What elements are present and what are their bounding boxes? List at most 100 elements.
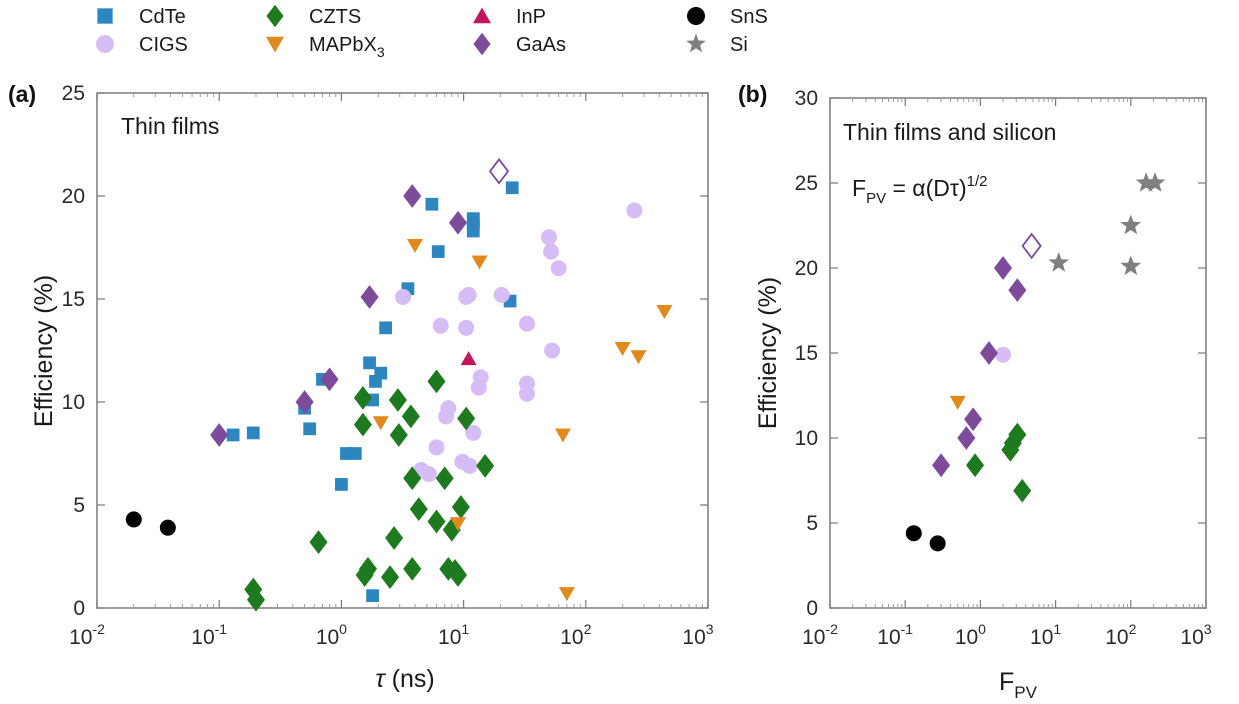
panel-a-point-czts: [457, 406, 476, 431]
panel-a-point-czts: [403, 556, 422, 581]
panel-a-axes: 10-2 10-1 100 101 102 103 0 5 10 15 20 25: [62, 82, 714, 649]
panel-b-point-gaas-open: [1021, 232, 1042, 260]
panel-a-point-gaas: [360, 285, 379, 309]
panel-b-point-gaas: [964, 407, 983, 432]
legend-label-cigs: CIGS: [139, 34, 188, 56]
panel-a-point-czts: [427, 509, 446, 534]
panel-a-point-cigs: [432, 317, 449, 334]
legend-marker-czts: [266, 4, 284, 28]
panel-a-y-tick-label: 20: [62, 185, 85, 208]
panel-a-point-cigs: [395, 288, 412, 305]
panel-a-point-cdte: [425, 197, 439, 211]
legend-label-cdte: CdTe: [139, 6, 186, 28]
legend-label-mapbx: MAPbX3: [309, 34, 385, 60]
panel-a-y-tick-label: 10: [62, 391, 85, 414]
panel-a-point-cigs: [428, 439, 445, 456]
panel-a-point-cdte: [246, 426, 260, 440]
legend-marker-cdte: [97, 8, 113, 24]
panel-a-point-cigs: [465, 424, 482, 441]
panel-a-point-cdte: [466, 214, 480, 228]
panel-a-point-czts: [403, 466, 422, 491]
panel-b-tag: (b): [738, 81, 767, 107]
panel-a-point-cdte: [226, 428, 240, 442]
panel-a-point-czts: [388, 388, 407, 412]
panel-a-point-czts: [451, 495, 470, 519]
panel-a-point-gaas: [210, 423, 229, 447]
panel-b-point-si: [1120, 255, 1142, 276]
panel-a-x-tick-label: 100: [316, 621, 347, 649]
panel-b-y-tick-label: 25: [795, 172, 818, 195]
panel-a-tag: (a): [8, 81, 36, 107]
panel-b-point-gaas: [1008, 278, 1027, 302]
panel-b-point-gaas: [932, 453, 951, 478]
legend-marker-cigs: [96, 35, 114, 53]
panel-a-point-cigs: [458, 319, 475, 336]
panel-a-x-tick-label: 103: [682, 621, 713, 649]
panel-b-x-tick-label: 103: [1180, 621, 1211, 649]
panel-a-point-czts: [353, 412, 372, 437]
panel-b-x-tick-label: 10-1: [877, 621, 913, 649]
panel-b-point-sns: [905, 525, 922, 542]
panel-a-point-czts: [385, 526, 404, 550]
panel-a-point-cigs: [518, 385, 535, 402]
panel-b-y-tick-label: 30: [795, 87, 818, 110]
panel-a-point-czts: [401, 404, 420, 429]
panel-a-y-tick-label: 25: [62, 82, 85, 105]
panel-a-point-cigs: [460, 286, 477, 303]
panel-b-point-sns: [929, 535, 946, 552]
panel-a-point-czts: [381, 565, 400, 589]
panel-a-point-cdte: [379, 321, 392, 335]
panel-a-point-cdte: [466, 224, 480, 238]
legend-marker-gaas: [473, 32, 491, 56]
panel-a-point-mapbx3: [558, 587, 575, 602]
panel-a-point-mapbx3: [656, 304, 673, 319]
legend-marker-inp: [473, 7, 491, 24]
panel-a-point-cigs: [541, 229, 558, 246]
panel-b-point-cigs: [995, 346, 1012, 363]
panel-b-y-axis-label: Efficiency (%): [754, 277, 782, 429]
panel-a-point-cdte: [348, 447, 362, 460]
panel-b-point-czts: [1013, 478, 1032, 503]
panel-a-x-tick-label: 102: [560, 621, 591, 649]
panel-a-point-mapbx3: [614, 342, 631, 357]
panel-a-point-czts: [246, 587, 266, 612]
panel-b-points: [905, 172, 1166, 552]
panel-b-point-czts: [1008, 422, 1027, 447]
panel-a-point-czts: [409, 497, 428, 521]
panel-a-point-cigs: [420, 466, 437, 483]
panel-a-x-tick-label: 10-2: [69, 621, 105, 649]
panel-a-point-gaas: [320, 367, 339, 392]
panel-a-point-czts: [476, 453, 495, 478]
panel-a-point-cdte: [303, 422, 317, 436]
panel-a-point-mapbx3: [372, 416, 389, 431]
panel-b-point-gaas: [957, 426, 976, 450]
panel-a-point-sns: [125, 511, 142, 528]
panel-a-point-czts: [353, 386, 372, 410]
legend-label-gaas: GaAs: [516, 34, 566, 56]
panel-b-point-si: [1120, 214, 1142, 235]
panel-a-point-cdte: [366, 589, 379, 603]
panel-b-y-tick-label: 10: [795, 427, 818, 450]
panel-a-point-cdte: [335, 478, 348, 491]
panel-b-point-si: [1144, 172, 1166, 192]
panel-b: (b) Thin films and silicon FPV = α(Dτ)1/…: [738, 81, 1212, 702]
panel-a-point-cdte: [374, 366, 388, 380]
panel-a-point-cdte: [431, 245, 445, 258]
panel-b-point-czts: [966, 453, 985, 478]
panel-a-point-czts: [358, 556, 378, 581]
panel-a-point-gaas: [448, 210, 468, 235]
panel-a-point-gaas: [403, 184, 422, 208]
panel-b-x-axis-label: FPV: [999, 668, 1038, 702]
panel-a-x-axis-label: τ (ns): [375, 665, 434, 693]
panel-a-point-mapbx3: [450, 517, 467, 532]
panel-a-point-sns: [159, 519, 176, 536]
panel-a-point-czts: [389, 423, 408, 447]
panel-a-point-mapbx3: [471, 255, 488, 270]
panel-a-points: [125, 157, 673, 612]
panel-b-x-tick-label: 100: [955, 621, 986, 649]
panel-a-y-tick-label: 15: [62, 288, 85, 311]
panel-b-y-tick-label: 20: [795, 257, 818, 280]
panel-b-x-tick-label: 10-2: [802, 621, 838, 649]
panel-a-point-cigs: [472, 369, 489, 386]
